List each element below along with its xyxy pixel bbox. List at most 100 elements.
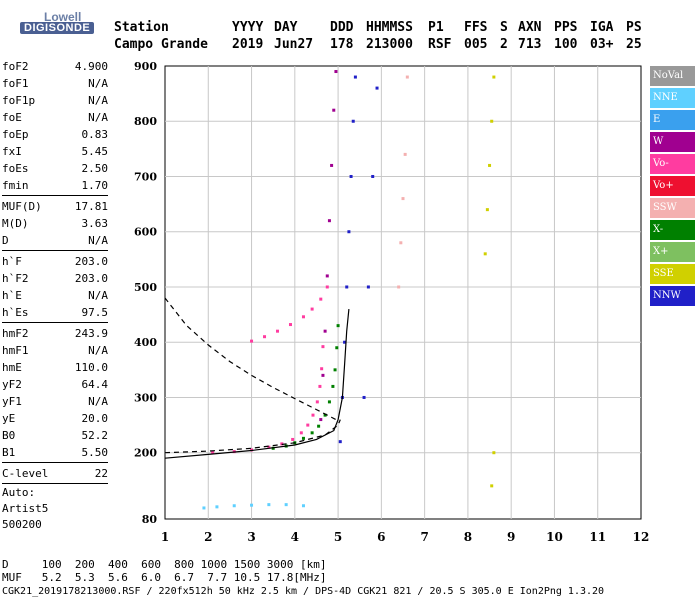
legend-item: Vo- [650,154,695,174]
param-row: yF2 64.4 [2,376,108,393]
param-row: foEp 0.83 [2,126,108,143]
param-value: 5.45 [81,145,109,158]
echo-point [366,285,370,289]
echo-point [299,431,303,435]
echo-point [311,413,315,417]
legend-item: NNE [650,88,695,108]
param-name: yE [2,412,16,425]
param-separator [2,250,108,251]
echo-point [332,108,336,112]
echo-point [405,75,409,79]
header-label-ddd: DDD [330,20,354,35]
x-tick-label: 9 [507,530,515,544]
distance-row: D 100 200 400 600 800 1000 1500 3000 [km… [2,558,327,571]
param-name: C-level [2,467,49,480]
param-row: h`E N/A [2,287,108,304]
param-separator [2,483,108,484]
autoscaling-info: Auto: Artist5 500200 [2,485,48,533]
param-value: N/A [88,395,108,408]
echo-point [250,339,254,343]
y-tick-label: 600 [134,226,157,239]
echo-point [284,503,288,507]
param-value: 22 [94,467,108,480]
param-separator [2,462,108,463]
echo-point [349,174,353,178]
param-name: B0 [2,429,16,442]
echo-point [310,431,314,435]
logo-product: DIGISONDE [20,22,95,34]
param-value: 52.2 [81,429,109,442]
auto-label: Auto: [2,486,36,499]
x-tick-label: 6 [377,530,385,544]
param-value: 97.5 [81,306,109,319]
profile-curve [164,419,341,454]
echo-point [291,437,295,441]
legend-item: W [650,132,695,152]
param-row: h`Es 97.5 [2,304,108,321]
echo-point [301,504,305,508]
echo-point [250,503,254,507]
y-tick-label: 800 [134,115,157,128]
echo-point [325,274,329,278]
param-name: foEs [2,162,29,175]
header-value-p1: RSF [428,37,452,52]
param-value: 5.50 [81,446,109,459]
auto-artist: Artist5 [2,502,49,515]
param-value: 64.4 [81,378,109,391]
echo-point [488,163,492,167]
legend-item: X+ [650,242,695,262]
echo-point [335,346,339,350]
param-name: hmF1 [2,344,29,357]
param-value: 20.0 [81,412,109,425]
echo-point [320,367,324,371]
header-value-station: Campo Grande [114,37,208,52]
echo-point [399,241,403,245]
echo-point [276,329,280,333]
param-name: h`F2 [2,272,29,285]
echo-point [362,395,366,399]
echo-point [401,197,405,201]
echo-point [492,75,496,79]
header-label-iga: IGA [590,20,614,35]
param-value: 4.900 [74,60,108,73]
legend-item: Vo+ [650,176,695,196]
param-name: D [2,234,9,247]
header-value-pps: 100 [554,37,578,52]
header-label-station: Station [114,20,169,35]
legend-item: NNW [650,286,695,306]
echo-point [327,400,331,404]
echo-point [319,297,323,301]
param-value: N/A [88,344,108,357]
param-row: hmE 110.0 [2,359,108,376]
param-name: hmF2 [2,327,29,340]
logo-brand: Lowell [44,10,82,24]
echo-point [232,504,236,508]
param-value: N/A [88,111,108,124]
param-row: foF1 N/A [2,75,108,92]
echo-point [211,451,215,455]
x-tick-label: 1 [161,530,169,544]
echo-point [485,208,489,212]
header-value-day: Jun27 [274,37,314,52]
param-name: foEp [2,128,29,141]
x-tick-label: 7 [420,530,428,544]
param-value: 1.70 [81,179,109,192]
header-label-s: S [500,20,508,35]
x-tick-label: 8 [464,530,472,544]
file-info-line: CGK21_2019178213000.RSF / 220fx512h 50 k… [2,586,605,597]
param-row: foE N/A [2,109,108,126]
echo-point [301,315,305,319]
param-value: 203.0 [74,255,108,268]
header-value-ps: 25 [626,37,642,52]
profile-curve [164,309,350,459]
direction-legend: NoVal NNE E W Vo- Vo+ SSW X- X+ SSE NNW [650,66,695,308]
echo-point [330,163,334,167]
param-row: B0 52.2 [2,427,108,444]
param-value: 110.0 [74,361,108,374]
param-name: B1 [2,446,16,459]
param-value: N/A [88,94,108,107]
param-value: N/A [88,77,108,90]
y-tick-label: 300 [134,391,157,404]
muf-table: D 100 200 400 600 800 1000 1500 3000 [km… [2,558,327,584]
param-row: fxI 5.45 [2,143,108,160]
